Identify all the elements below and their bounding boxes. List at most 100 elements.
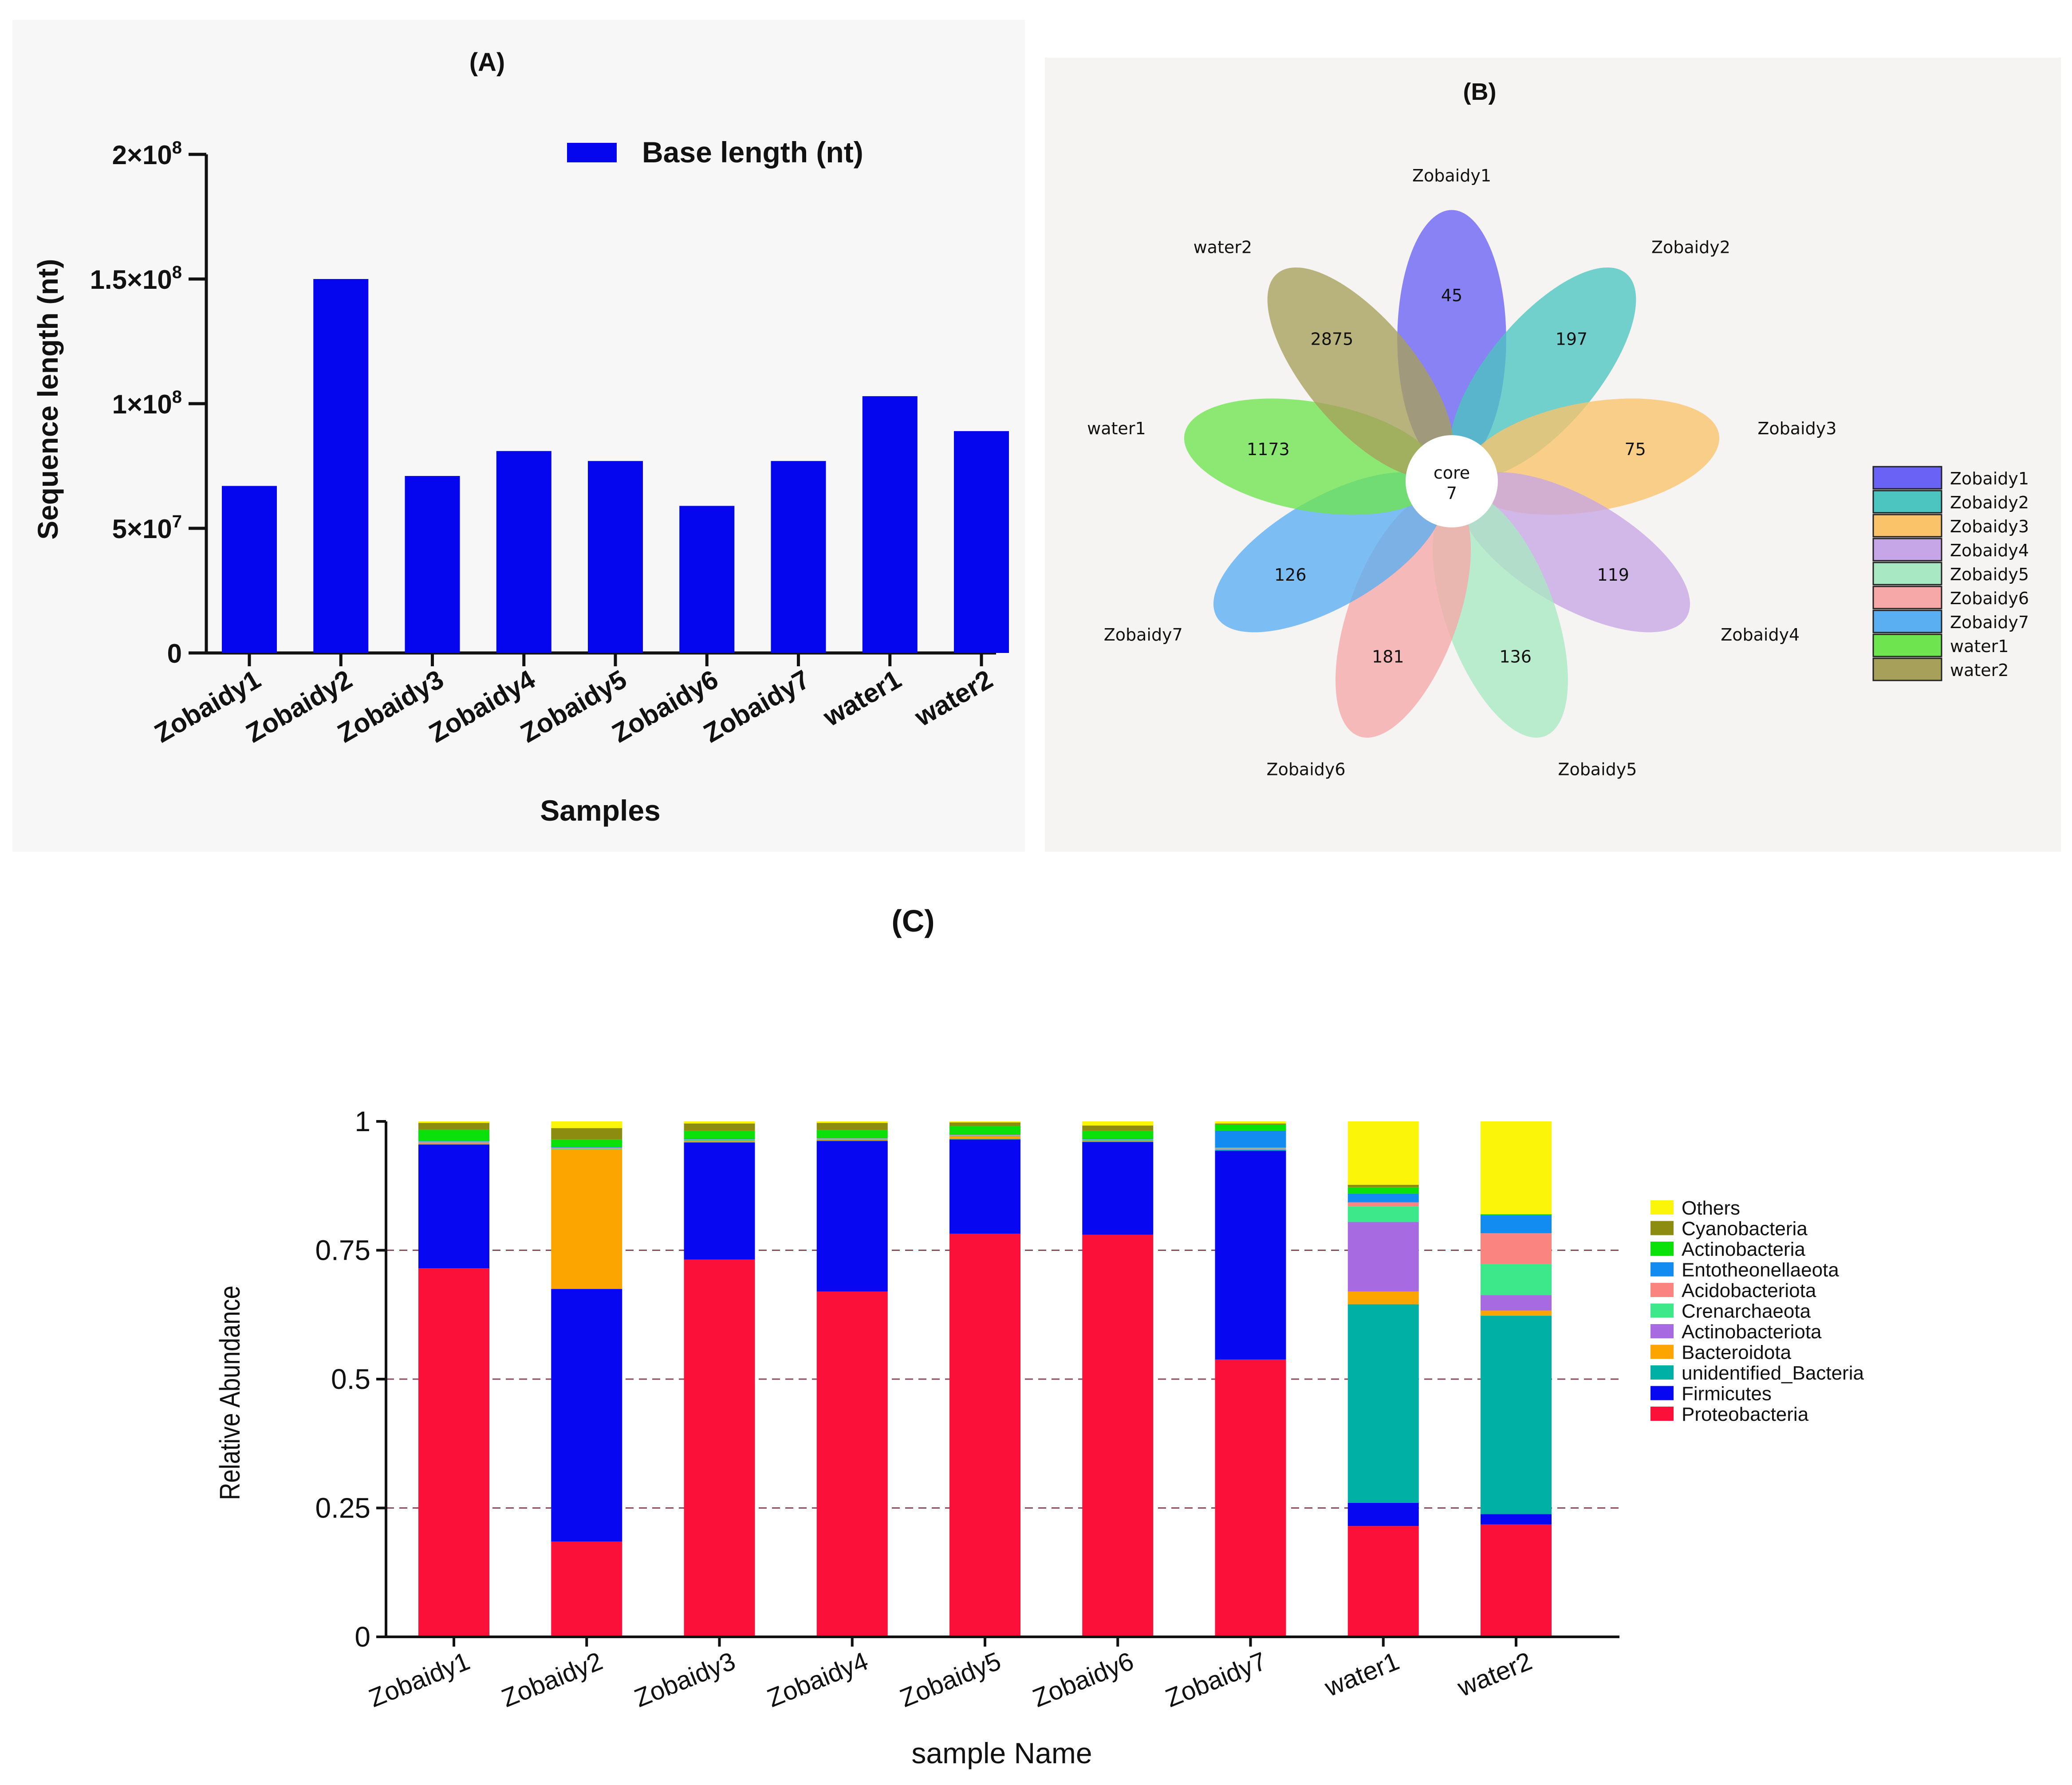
legend-swatch-Actinobacteria <box>1651 1242 1674 1256</box>
bar-segment-Actinobacteriota <box>1082 1140 1154 1141</box>
bar-segment-Proteobacteria <box>949 1234 1020 1637</box>
x-tick-label: Zobaidy1 <box>365 1647 474 1713</box>
legend-label-Actinobacteriota: Actinobacteriota <box>1682 1321 1822 1343</box>
core-label: core <box>1434 463 1470 483</box>
bar-segment-Actinobacteria <box>551 1139 622 1148</box>
petal-water2 <box>1267 267 1454 478</box>
legend-swatch-Zobaidy1 <box>1872 466 1942 490</box>
x-tick-label: Zobaidy5 <box>896 1647 1005 1713</box>
bar-segment-Crenarchaeota <box>1347 1206 1419 1222</box>
bar-segment-Proteobacteria <box>1347 1526 1419 1637</box>
bar-segment-unidentified_Bacteria <box>1082 1141 1154 1142</box>
bar-segment-Proteobacteria <box>418 1268 489 1637</box>
bar-segment-Others <box>1481 1121 1552 1215</box>
petal-name-water1: water1 <box>1087 419 1146 438</box>
bar-segment-Cyanobacteria <box>684 1123 755 1131</box>
y-tick-mantissa: 5×10 <box>112 514 172 544</box>
bar-Zobaidy4 <box>496 451 551 653</box>
bar-segment-Bacteroidota <box>1347 1291 1419 1305</box>
legend-swatch-Others <box>1651 1200 1674 1215</box>
bar-segment-Entotheonellaeota <box>1082 1139 1154 1140</box>
legend-swatch-Zobaidy7 <box>1872 609 1942 633</box>
bar-segment-Others <box>1082 1121 1154 1126</box>
bar-segment-Acidobacteriota <box>1481 1233 1552 1264</box>
legend-label-water2: water2 <box>1950 661 2009 680</box>
legend-label-Zobaidy2: Zobaidy2 <box>1950 493 2029 512</box>
legend-label-Bacteroidota: Bacteroidota <box>1682 1342 1792 1364</box>
x-tick-label: water2 <box>1453 1647 1536 1702</box>
bar-segment-Actinobacteriota <box>1481 1295 1552 1311</box>
legend-swatch-Crenarchaeota <box>1651 1303 1674 1318</box>
bar-Zobaidy6 <box>679 506 735 653</box>
petal-value-water1: 1173 <box>1247 440 1290 459</box>
bar-segment-Others <box>684 1121 755 1124</box>
bar-segment-Cyanobacteria <box>551 1128 622 1140</box>
bar-Zobaidy7 <box>771 461 826 653</box>
legend-label-water1: water1 <box>1950 637 2009 656</box>
core-value: 7 <box>1446 484 1457 503</box>
bar-Zobaidy3 <box>405 476 460 653</box>
bar-segment-Proteobacteria <box>1481 1524 1552 1637</box>
legend-label-Crenarchaeota: Crenarchaeota <box>1682 1301 1811 1322</box>
petal-name-Zobaidy7: Zobaidy7 <box>1104 625 1183 645</box>
core-circle <box>1406 435 1498 527</box>
legend-label-Zobaidy5: Zobaidy5 <box>1950 565 2029 584</box>
bar-segment-Proteobacteria <box>1082 1235 1154 1637</box>
legend-swatch-Acidobacteriota <box>1651 1283 1674 1297</box>
bar-segment-Entotheonellaeota <box>1215 1130 1286 1148</box>
y-tick-label: 5×107 <box>112 512 182 544</box>
y-tick-mantissa: 2×10 <box>112 140 172 170</box>
petal-value-Zobaidy5: 136 <box>1499 647 1532 667</box>
bar-segment-Actinobacteria <box>1215 1124 1286 1131</box>
panel-b-title: (B) <box>1463 79 1497 105</box>
bar-segment-Entotheonellaeota <box>684 1139 755 1140</box>
legend-label-Zobaidy3: Zobaidy3 <box>1950 517 2029 536</box>
bar-segment-Proteobacteria <box>1215 1359 1286 1637</box>
y-tick-label: 2×108 <box>112 138 182 170</box>
bar-segment-Firmicutes <box>816 1141 888 1292</box>
bar-segment-Cyanobacteria <box>1082 1125 1154 1131</box>
petal-value-Zobaidy3: 75 <box>1624 440 1646 459</box>
legend-swatch-Zobaidy3 <box>1872 514 1942 538</box>
bar-water1 <box>862 396 918 653</box>
bar-segment-Actinobacteria <box>1481 1214 1552 1215</box>
bar-segment-Others <box>1347 1121 1419 1185</box>
petal-value-Zobaidy7: 126 <box>1274 565 1307 585</box>
y-tick-exponent: 8 <box>172 387 182 407</box>
bar-segment-Firmicutes <box>1347 1502 1419 1526</box>
legend-swatch-water1 <box>1872 633 1942 657</box>
bar-segment-Cyanobacteria <box>949 1122 1020 1126</box>
y-tick-mantissa: 1.5×10 <box>90 265 172 295</box>
bar-segment-Firmicutes <box>1215 1151 1286 1360</box>
bar-segment-unidentified_Bacteria <box>1347 1304 1419 1503</box>
legend-label-Cyanobacteria: Cyanobacteria <box>1682 1218 1808 1240</box>
bar-segment-Crenarchaeota <box>551 1148 622 1150</box>
y-tick-label: 0 <box>167 639 182 668</box>
legend-swatch-Zobaidy6 <box>1872 586 1942 609</box>
legend-label-Zobaidy7: Zobaidy7 <box>1950 613 2029 632</box>
bar-segment-unidentified_Bacteria <box>949 1139 1020 1140</box>
y-tick-label: 1 <box>355 1105 370 1137</box>
bar-segment-unidentified_Bacteria <box>1481 1316 1552 1514</box>
bar-segment-Firmicutes <box>949 1139 1020 1234</box>
bar-segment-Actinobacteria <box>684 1130 755 1139</box>
bar-segment-Others <box>551 1121 622 1128</box>
bar-segment-Acidobacteriota <box>1347 1202 1419 1207</box>
legend-label-Others: Others <box>1682 1197 1740 1219</box>
petal-name-Zobaidy6: Zobaidy6 <box>1267 759 1346 779</box>
legend-label-Zobaidy1: Zobaidy1 <box>1950 469 2029 488</box>
x-axis-label: sample Name <box>911 1737 1092 1769</box>
bar-segment-Firmicutes <box>684 1142 755 1260</box>
y-tick-label: 0.25 <box>315 1492 370 1524</box>
legend-swatch-Zobaidy2 <box>1872 490 1942 514</box>
petal-name-Zobaidy3: Zobaidy3 <box>1757 419 1836 438</box>
legend-label-Zobaidy6: Zobaidy6 <box>1950 589 2029 608</box>
petal-name-Zobaidy2: Zobaidy2 <box>1651 237 1730 257</box>
petal-Zobaidy4 <box>1459 472 1690 633</box>
legend-swatch-Firmicutes <box>1651 1386 1674 1400</box>
legend-label-Zobaidy4: Zobaidy4 <box>1950 541 2029 560</box>
petal-Zobaidy6 <box>1335 491 1471 738</box>
bar-segment-Actinobacteria <box>1347 1187 1419 1194</box>
x-tick-label: Zobaidy7 <box>1162 1647 1271 1713</box>
